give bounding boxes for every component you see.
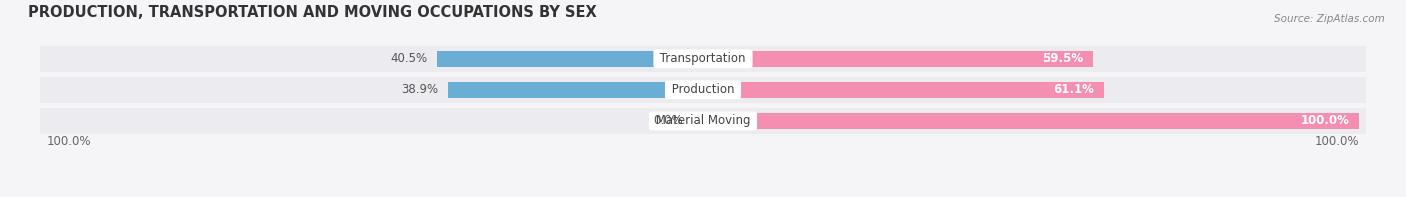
Text: 100.0%: 100.0% (1301, 114, 1350, 127)
Bar (703, 82, 1104, 98)
Bar (41, 108, 1365, 134)
Text: 59.5%: 59.5% (1042, 52, 1084, 65)
Text: 100.0%: 100.0% (46, 135, 91, 148)
Bar (447, 82, 703, 98)
Text: Production: Production (668, 83, 738, 96)
Text: 40.5%: 40.5% (391, 52, 427, 65)
Bar (703, 51, 1094, 67)
Text: Transportation: Transportation (657, 52, 749, 65)
Text: PRODUCTION, TRANSPORTATION AND MOVING OCCUPATIONS BY SEX: PRODUCTION, TRANSPORTATION AND MOVING OC… (28, 5, 596, 20)
Bar (703, 113, 1360, 129)
Text: Source: ZipAtlas.com: Source: ZipAtlas.com (1274, 14, 1385, 24)
Bar (41, 77, 1365, 103)
Bar (41, 46, 1365, 72)
Bar (693, 113, 703, 129)
Text: Material Moving: Material Moving (652, 114, 754, 127)
Text: 100.0%: 100.0% (1315, 135, 1360, 148)
Text: 0.0%: 0.0% (654, 114, 683, 127)
Text: 38.9%: 38.9% (401, 83, 437, 96)
Bar (437, 51, 703, 67)
Text: 61.1%: 61.1% (1053, 83, 1094, 96)
